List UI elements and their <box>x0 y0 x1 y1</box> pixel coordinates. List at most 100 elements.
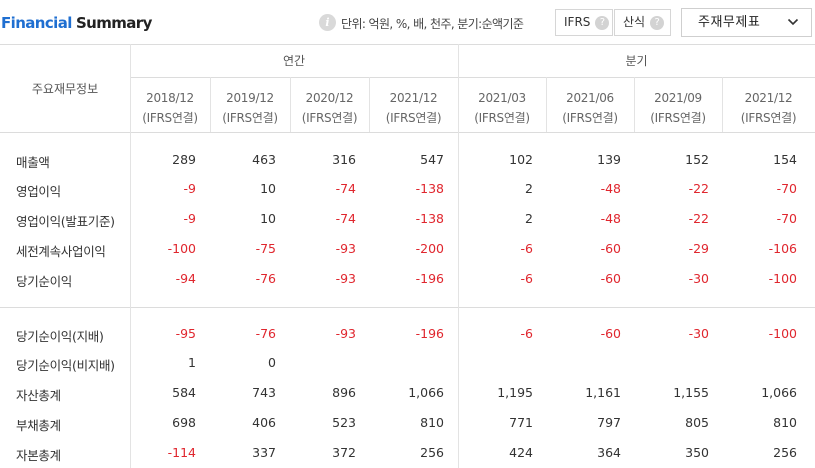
table-cell: 152 <box>685 152 709 167</box>
table-cell: 102 <box>509 152 533 167</box>
column-divider <box>369 77 370 132</box>
table-cell: -30 <box>688 271 709 286</box>
table-cell: -29 <box>688 241 709 256</box>
table-cell: -60 <box>600 271 621 286</box>
column-divider <box>634 77 635 132</box>
table-cell: 1,155 <box>673 385 709 400</box>
table-cell: -74 <box>335 181 356 196</box>
table-cell: 10 <box>260 181 276 196</box>
table-cell: -138 <box>415 211 444 226</box>
table-cell: -9 <box>183 181 196 196</box>
table-cell: -6 <box>520 271 533 286</box>
help-icon[interactable]: ? <box>595 16 610 30</box>
info-icon[interactable]: i <box>319 14 336 31</box>
summary-header: Financial Summary i 단위: 억원, %, 배, 천주, 분기… <box>0 0 815 44</box>
table-cell: 316 <box>332 152 356 167</box>
column-divider <box>210 77 211 132</box>
chevron-down-icon <box>787 18 799 26</box>
table-cell: -196 <box>415 271 444 286</box>
table-cell: -196 <box>415 326 444 341</box>
table-cell: -60 <box>600 326 621 341</box>
table-cell: 2 <box>525 211 533 226</box>
table-cell: 547 <box>420 152 444 167</box>
row-label: 자본총계 <box>16 448 61 463</box>
table-cell: 139 <box>597 152 621 167</box>
table-cell: -138 <box>415 181 444 196</box>
section-title: Financial Summary <box>1 14 152 32</box>
table-cell: -100 <box>167 241 196 256</box>
statement-type-value: 주재무제표 <box>698 15 761 30</box>
table-cell: 406 <box>252 415 276 430</box>
column-divider <box>722 77 723 132</box>
formula-toggle[interactable]: 산식? <box>614 9 671 36</box>
help-icon[interactable]: ? <box>650 16 665 30</box>
table-cell: -200 <box>415 241 444 256</box>
table-cell: 372 <box>332 445 356 460</box>
table-cell: 350 <box>685 445 709 460</box>
column-header: 2018/12 (IFRS연결) <box>130 88 210 128</box>
table-cell: -60 <box>600 241 621 256</box>
table-cell: -100 <box>768 271 797 286</box>
table-cell: -22 <box>688 211 709 226</box>
column-period: 2019/12 <box>226 91 274 105</box>
table-cell: -93 <box>335 271 356 286</box>
table-cell: -76 <box>255 271 276 286</box>
table-cell: -94 <box>175 271 196 286</box>
table-cell: -93 <box>335 326 356 341</box>
table-cell: 10 <box>260 211 276 226</box>
table-cell: 771 <box>509 415 533 430</box>
column-basis: (IFRS연결) <box>562 111 618 125</box>
table-cell: -22 <box>688 181 709 196</box>
table-cell: 584 <box>172 385 196 400</box>
table-cell: 698 <box>172 415 196 430</box>
column-period: 2021/12 <box>389 91 438 105</box>
financial-summary-table: 연간 분기 주요재무정보 2018/12 (IFRS연결) 2019/12 (IFRS… <box>0 44 815 468</box>
row-label: 당기순이익 <box>16 274 73 289</box>
column-divider <box>290 77 291 132</box>
label-column-divider <box>130 44 131 468</box>
row-label: 자산총계 <box>16 388 61 403</box>
column-basis: (IFRS연결) <box>142 111 198 125</box>
row-label: 세전계속사업이익 <box>16 244 106 259</box>
title-summary: Summary <box>75 14 152 32</box>
statement-type-select[interactable]: 주재무제표 <box>681 8 812 37</box>
ifrs-toggle[interactable]: IFRS? <box>555 9 613 36</box>
row-label: 영업이익 <box>16 184 61 199</box>
column-header: 2021/03 (IFRS연결) <box>458 88 546 128</box>
table-cell: 256 <box>773 445 797 460</box>
ifrs-label: IFRS <box>564 15 591 29</box>
column-period: 2021/12 <box>744 91 793 105</box>
table-cell: -93 <box>335 241 356 256</box>
table-cell: -6 <box>520 326 533 341</box>
table-cell: 463 <box>252 152 276 167</box>
table-cell: -76 <box>255 326 276 341</box>
table-cell: -48 <box>600 211 621 226</box>
column-basis: (IFRS연결) <box>474 111 530 125</box>
row-label: 부채총계 <box>16 418 61 433</box>
column-basis: (IFRS연결) <box>301 111 358 125</box>
column-period: 2021/09 <box>654 91 702 105</box>
header-bottom-border <box>0 132 815 133</box>
row-label: 당기순이익(비지배) <box>16 358 115 373</box>
table-cell: -106 <box>768 241 797 256</box>
main-info-header: 주요재무정보 <box>31 82 99 96</box>
row-label: 영업이익(발표기준) <box>16 214 115 229</box>
title-financial: Financial <box>1 14 72 32</box>
column-header: 2021/12 (IFRS연결) <box>722 88 815 128</box>
column-period: 2018/12 <box>146 91 194 105</box>
table-cell: 424 <box>509 445 533 460</box>
table-cell: 1,066 <box>761 385 797 400</box>
group-column-divider <box>458 44 459 468</box>
table-cell: -95 <box>175 326 196 341</box>
table-cell: 810 <box>773 415 797 430</box>
table-cell: 810 <box>420 415 444 430</box>
column-period: 2021/06 <box>566 91 614 105</box>
column-divider <box>546 77 547 132</box>
annual-group-header: 연간 <box>282 54 306 68</box>
table-cell: 2 <box>525 181 533 196</box>
table-cell: 743 <box>252 385 276 400</box>
table-cell: 1,195 <box>497 385 533 400</box>
column-period: 2020/12 <box>305 91 354 105</box>
quarterly-group-header: 분기 <box>625 54 648 68</box>
table-cell: 805 <box>685 415 709 430</box>
